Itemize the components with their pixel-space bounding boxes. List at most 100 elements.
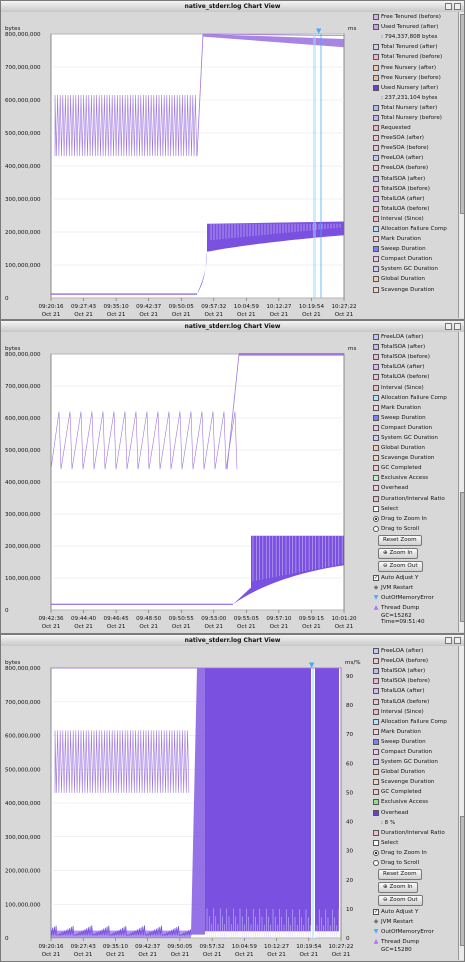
thread-dump-marker[interactable]: ▲ Thread Dump (373, 604, 420, 612)
legend-item[interactable]: Sweep Duration (373, 413, 458, 423)
legend-swatch[interactable] (373, 44, 379, 51)
legend-item[interactable]: Sweep Duration (373, 244, 458, 254)
legend-swatch[interactable] (373, 394, 379, 401)
legend-item[interactable]: TotalSOA (before) (373, 352, 458, 362)
zoom-in-button[interactable]: ⊕ Zoom In (378, 882, 418, 894)
legend-item[interactable]: Free Nursery (after) (373, 62, 458, 72)
legend-swatch[interactable] (373, 445, 379, 452)
chart-area-3[interactable]: 800,000,000 700,000,000 600,000,000 500,000… (1, 646, 373, 962)
drag-scroll-option[interactable]: Drag to Scroll (373, 524, 458, 534)
legend-item[interactable]: Total Tenured (before) (373, 52, 458, 62)
legend-item[interactable]: FreeSOA (after) (373, 133, 458, 143)
legend-item[interactable]: Overhead (373, 483, 458, 493)
legend-swatch[interactable] (373, 648, 379, 655)
minimize-button[interactable] (445, 637, 452, 644)
legend-swatch[interactable] (373, 374, 379, 381)
auto-adjust-option[interactable]: ✓ Auto Adjust Y (373, 574, 419, 581)
legend-swatch[interactable] (373, 195, 379, 202)
legend-item[interactable]: System GC Duration (373, 433, 458, 443)
legend-swatch[interactable] (373, 678, 379, 685)
legend-swatch[interactable] (373, 185, 379, 192)
legend-item[interactable]: Compact Duration (373, 747, 458, 757)
chart-area-2[interactable]: 800,000,000 700,000,000 600,000,000 500,000… (1, 332, 373, 634)
legend-item[interactable]: TotalSOA (after) (373, 666, 458, 676)
legend-swatch[interactable] (373, 286, 379, 293)
legend-swatch[interactable] (373, 658, 379, 665)
legend-swatch[interactable] (373, 135, 379, 142)
legend-swatch[interactable] (373, 145, 379, 152)
legend-item[interactable]: TotalLOA (before) (373, 372, 458, 382)
jvm-restart-marker[interactable]: ◆ JVM Restart (373, 918, 414, 926)
legend-swatch[interactable] (373, 246, 379, 253)
drag-zoom-option[interactable]: Drag to Zoom In (373, 848, 458, 858)
legend-swatch[interactable] (373, 215, 379, 222)
legend-swatch[interactable] (373, 789, 379, 796)
legend-item[interactable]: FreeLOA (before) (373, 656, 458, 666)
legend-item[interactable]: TotalLOA (after) (373, 362, 458, 372)
legend-item[interactable]: Interval (Since) (373, 382, 458, 392)
auto-adjust-option[interactable]: ✓ Auto Adjust Y (373, 909, 419, 916)
zoom-out-button[interactable]: ⊖ Zoom Out (378, 895, 423, 907)
legend-swatch[interactable] (373, 718, 379, 725)
legend-item[interactable]: Total Nursery (before) (373, 113, 458, 123)
legend-item[interactable]: TotalLOA (before) (373, 204, 458, 214)
auto-adjust-checkbox[interactable]: ✓ (373, 909, 379, 916)
legend-item[interactable]: GC Completed (373, 463, 458, 473)
legend-swatch[interactable] (373, 759, 379, 766)
legend-item[interactable]: Interval (Since) (373, 707, 458, 717)
drag-scroll-option[interactable]: Drag to Scroll (373, 858, 458, 868)
drag-scroll-radio[interactable] (373, 525, 379, 532)
legend-swatch[interactable] (373, 205, 379, 212)
zoom-out-button[interactable]: ⊖ Zoom Out (378, 560, 423, 572)
legend-swatch[interactable] (373, 708, 379, 715)
legend-item[interactable]: Exclusive Access (373, 473, 458, 483)
legend-item[interactable]: Total Nursery (after) (373, 103, 458, 113)
legend-item[interactable]: Free Tenured (before) (373, 12, 458, 22)
legend-item[interactable]: Global Duration (373, 443, 458, 453)
legend-item[interactable]: Used Nursery (after) (373, 83, 458, 93)
legend-swatch[interactable] (373, 779, 379, 786)
legend-item[interactable]: Sweep Duration (373, 737, 458, 747)
legend-item[interactable]: FreeLOA (before) (373, 163, 458, 173)
legend-item[interactable]: Total Tenured (after) (373, 42, 458, 52)
legend-swatch[interactable] (373, 809, 379, 816)
legend-item[interactable]: System GC Duration (373, 264, 458, 274)
legend-swatch[interactable] (373, 414, 379, 421)
drag-zoom-radio[interactable] (373, 515, 379, 522)
select-checkbox[interactable] (373, 839, 379, 846)
legend-swatch[interactable] (373, 84, 379, 91)
scroll-thumb[interactable] (460, 14, 464, 214)
legend-swatch[interactable] (373, 769, 379, 776)
thread-dump-marker[interactable]: ▲ Thread Dump (373, 938, 420, 946)
legend-scrollbar-2[interactable] (458, 332, 464, 632)
legend-swatch[interactable] (373, 64, 379, 71)
select-checkbox[interactable] (373, 505, 379, 512)
oom-marker[interactable]: ▼ OutOfMemoryError (373, 928, 434, 936)
legend-item[interactable]: Scavenge Duration (373, 285, 458, 295)
chart-svg-2[interactable]: 800,000,000 700,000,000 600,000,000 500,000… (1, 332, 373, 634)
chart-svg-3[interactable]: 800,000,000 700,000,000 600,000,000 500,000… (1, 646, 373, 962)
reset-zoom-button[interactable]: Reset Zoom (378, 869, 422, 881)
legend-swatch[interactable] (373, 799, 379, 806)
legend-swatch[interactable] (373, 155, 379, 162)
legend-swatch[interactable] (373, 54, 379, 61)
legend-swatch[interactable] (373, 104, 379, 111)
legend-item[interactable]: FreeSOA (before) (373, 143, 458, 153)
legend-item[interactable]: Free Nursery (before) (373, 73, 458, 83)
legend-swatch[interactable] (373, 384, 379, 391)
close-button[interactable] (454, 637, 461, 644)
legend-swatch[interactable] (373, 688, 379, 695)
legend-item[interactable]: FreeLOA (after) (373, 646, 458, 656)
drag-scroll-radio[interactable] (373, 860, 379, 867)
legend-item[interactable]: Interval (Since) (373, 214, 458, 224)
scroll-thumb[interactable] (460, 492, 464, 622)
chart-area-1[interactable]: 800,000,000 700,000,000 600,000,000 500,000… (1, 12, 373, 319)
legend-item[interactable]: Mark Duration (373, 727, 458, 737)
legend-item[interactable]: Compact Duration (373, 254, 458, 264)
legend-item[interactable]: TotalSOA (before) (373, 676, 458, 686)
legend-item[interactable]: Allocation Failure Comp (373, 717, 458, 727)
legend-swatch[interactable] (373, 175, 379, 182)
legend-swatch[interactable] (373, 226, 379, 233)
legend-swatch[interactable] (373, 344, 379, 351)
legend-swatch[interactable] (373, 698, 379, 705)
